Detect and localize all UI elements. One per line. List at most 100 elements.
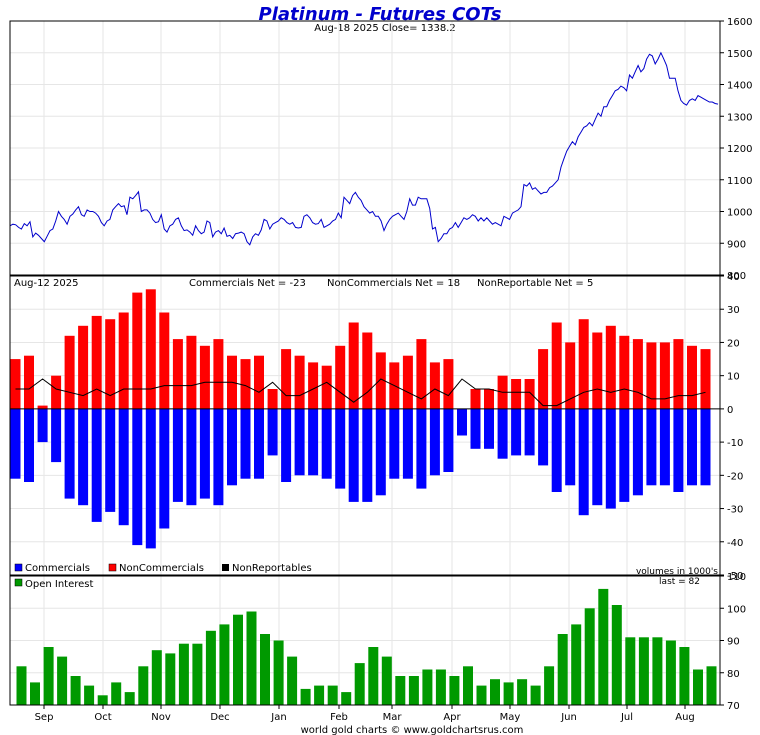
noncommercials-bar <box>700 349 711 409</box>
month-label: Jan <box>270 712 286 723</box>
panel-frame <box>9 20 721 276</box>
noncommercials-bar <box>254 355 264 409</box>
commercials-bar <box>267 408 278 456</box>
price-panel: 800 900 1000 1100 1200 1300 1400 1500 1600 <box>9 17 752 282</box>
price-tick-label: 900 <box>727 239 746 250</box>
net-tick-label: 0 <box>727 405 733 416</box>
month-label: Mar <box>383 712 403 723</box>
commercials-bar <box>321 408 332 479</box>
noncommercials-bar <box>416 339 427 409</box>
noncommercials-bar <box>240 359 251 409</box>
commercials-bar <box>565 408 576 486</box>
oi-tick-label: 70 <box>727 701 740 712</box>
open-interest-bar <box>138 666 149 705</box>
net-tick-label: 10 <box>727 372 740 383</box>
commercials-bar <box>457 408 467 436</box>
noncommercials-bar <box>64 335 75 409</box>
commercials-bar <box>470 408 481 449</box>
noncommercials-bar <box>132 292 143 409</box>
open-interest-bar <box>435 669 446 705</box>
open-interest-bar <box>693 669 703 705</box>
commercials-bar <box>362 408 373 502</box>
month-label: Apr <box>443 712 461 723</box>
commercials-bar <box>632 408 643 496</box>
open-interest-bar <box>219 624 230 705</box>
noncommercials-bar <box>632 339 643 409</box>
open-interest-bar <box>43 647 54 705</box>
noncommercials-bar <box>37 405 48 409</box>
noncommercials-bar <box>578 319 589 409</box>
commercials-bar <box>118 408 129 526</box>
open-interest-bar <box>638 637 649 705</box>
net-tick-label: -50 <box>727 571 743 582</box>
nonreportables-legend-label: NonReportables <box>232 563 312 574</box>
commercials-bar <box>673 408 684 492</box>
noncommercials-legend-swatch <box>108 563 117 572</box>
commercials-bar <box>172 408 183 502</box>
open-interest-bar <box>314 685 325 705</box>
volumes-unit-note: volumes in 1000's <box>636 567 718 577</box>
open-interest-legend-swatch <box>14 578 23 587</box>
open-interest-panel: 70 80 90 100 110 <box>10 572 746 712</box>
nonreportables-legend-swatch <box>222 564 229 571</box>
open-interest-bar <box>517 679 528 705</box>
commercials-bar <box>10 408 21 479</box>
open-interest-bar <box>449 676 460 705</box>
open-interest-bar <box>205 630 216 705</box>
chart-title: Platinum - Futures COTs <box>259 4 502 25</box>
open-interest-bar <box>192 643 203 705</box>
commercials-bar <box>524 408 535 456</box>
commercials-bar <box>484 408 494 449</box>
noncommercials-bar <box>308 362 319 409</box>
commercials-bar <box>551 408 562 492</box>
noncommercials-net-label: NonCommercials Net = 18 <box>327 278 460 289</box>
nonreportables-line <box>15 378 706 407</box>
commercials-bar <box>37 408 48 443</box>
commercials-bar <box>186 408 197 506</box>
noncommercials-bar <box>105 319 116 409</box>
commercials-bar <box>145 408 156 549</box>
commercials-bar <box>389 408 400 479</box>
open-interest-bar <box>706 666 717 705</box>
month-label: Jul <box>620 712 633 723</box>
oi-tick-label: 100 <box>727 604 746 615</box>
open-interest-bar <box>165 653 176 705</box>
open-interest-bar <box>57 656 68 705</box>
noncommercials-bar <box>78 325 89 409</box>
price-tick-label: 1600 <box>727 17 752 28</box>
open-interest-bar <box>422 669 433 705</box>
noncommercials-bar <box>524 379 535 409</box>
open-interest-bar <box>246 611 257 705</box>
commercials-bar <box>538 408 549 466</box>
month-label: Jun <box>560 712 577 723</box>
commercials-bar <box>281 408 292 482</box>
noncommercials-bar <box>10 359 21 409</box>
noncommercials-bar <box>24 355 34 409</box>
month-label: May <box>500 712 521 723</box>
commercials-net-label: Commercials Net = -23 <box>189 278 306 289</box>
commercials-bar <box>64 408 75 499</box>
noncommercials-bar <box>159 312 170 409</box>
open-interest-bar <box>584 608 595 706</box>
commercials-bar <box>700 408 711 486</box>
open-interest-bar <box>544 666 555 705</box>
commercials-bar <box>687 408 697 486</box>
oi-tick-label: 110 <box>727 572 746 583</box>
commercials-bar <box>240 408 251 479</box>
open-interest-bar <box>598 588 609 705</box>
noncommercials-bar <box>673 339 684 409</box>
open-interest-bar <box>611 605 622 705</box>
commercials-bar <box>24 408 34 482</box>
footer-credit: world gold charts © www.goldchartsrus.co… <box>301 725 524 735</box>
noncommercials-bar <box>362 332 373 409</box>
price-tick-label: 1100 <box>727 176 752 187</box>
noncommercials-bar <box>335 345 346 409</box>
commercials-bar <box>294 408 305 476</box>
panel-frame <box>9 275 721 576</box>
month-label: Aug <box>675 712 695 723</box>
open-interest-bar <box>571 624 582 705</box>
net-tick-label: -10 <box>727 438 743 449</box>
commercials-bar <box>132 408 143 546</box>
noncommercials-bar <box>538 349 549 409</box>
commercials-bar <box>51 408 62 463</box>
